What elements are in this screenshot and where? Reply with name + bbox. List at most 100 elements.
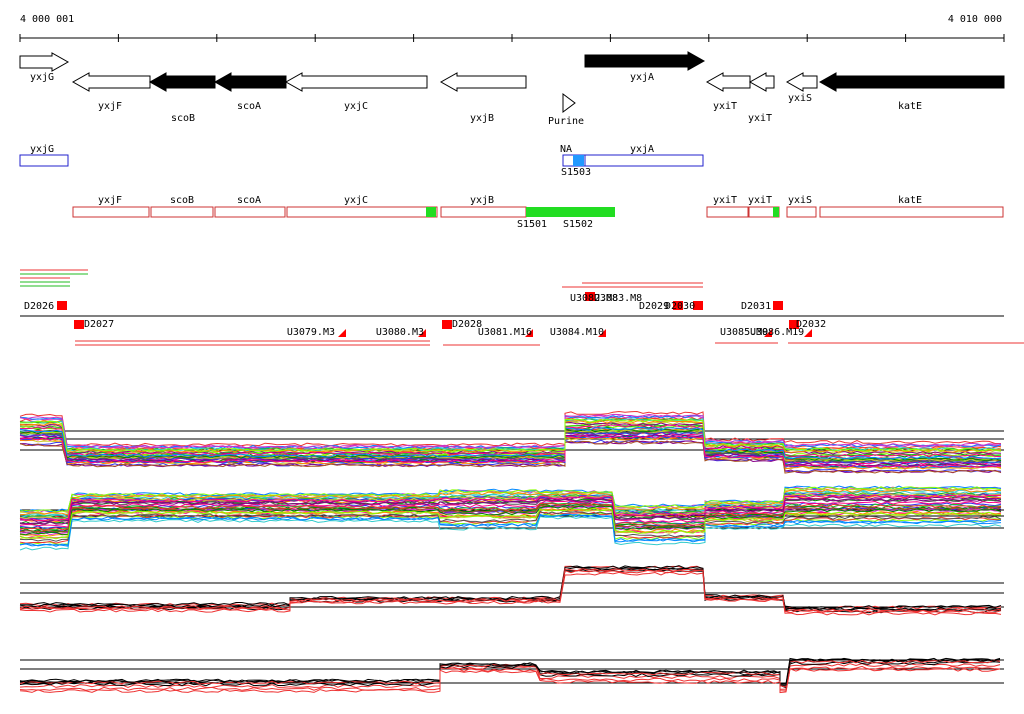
breakpoint: [693, 301, 703, 310]
label: katE: [898, 101, 922, 112]
label: S1502: [563, 219, 593, 230]
trace: [20, 418, 1002, 452]
label: U3085.M9: [720, 327, 768, 338]
label: scoA: [237, 101, 261, 112]
trace: [19, 502, 1002, 531]
label: yxiT: [748, 113, 772, 124]
label: yxjF: [98, 195, 122, 206]
label: scoA: [237, 195, 261, 206]
trace: [19, 505, 1002, 536]
trace: [19, 490, 1002, 518]
label: U3083.M8: [594, 293, 642, 304]
label: U3080.M3: [376, 327, 424, 338]
label: yxjF: [98, 101, 122, 112]
trace: [19, 667, 1001, 694]
trace: [19, 440, 1002, 474]
trace: [19, 569, 1002, 614]
gene-arrow: [584, 51, 706, 71]
transcript: [19, 154, 69, 167]
gene-arrow: [148, 72, 216, 92]
feature-box: [286, 206, 438, 218]
trace: [19, 504, 1002, 534]
transcript: [584, 154, 704, 167]
breakpoint: [773, 301, 783, 310]
label: D2031: [741, 301, 771, 312]
feature-fill: [426, 207, 436, 217]
label: yxjB: [470, 195, 494, 206]
label: S1501: [517, 219, 547, 230]
label: scoB: [171, 113, 195, 124]
feature-box: [786, 206, 817, 218]
breakpoint: [57, 301, 67, 310]
feature-box: [706, 206, 749, 218]
label: D2029: [639, 301, 669, 312]
promoter: [562, 93, 576, 113]
trace: [19, 428, 1002, 462]
label: yxiT: [748, 195, 772, 206]
gene-arrow: [284, 72, 428, 92]
feature-box: [214, 206, 286, 218]
label: 4 010 000: [948, 14, 1002, 25]
gene-arrow: [71, 72, 151, 92]
trace: [19, 516, 1002, 551]
label: U3081.M16: [478, 327, 532, 338]
label: yxjC: [344, 101, 368, 112]
transcript-fill: [573, 155, 584, 166]
feature-box: [819, 206, 1004, 218]
label: yxiT: [713, 101, 737, 112]
trace: [19, 657, 1001, 686]
label: U3086.M19: [750, 327, 804, 338]
label: yxjC: [344, 195, 368, 206]
trace: [19, 502, 1002, 531]
segment-end: [804, 329, 812, 337]
trace: [19, 426, 1002, 460]
trace: [19, 486, 1002, 513]
label: S1503: [561, 167, 591, 178]
label: D2032: [796, 319, 826, 330]
trace: [19, 565, 1002, 609]
trace: [19, 659, 1001, 687]
trace: [19, 514, 1002, 547]
trace: [19, 568, 1002, 613]
gene-arrow: [439, 72, 527, 92]
feature-fill: [526, 207, 615, 217]
trace: [19, 500, 1002, 528]
label: D2026: [24, 301, 54, 312]
breakpoint: [585, 292, 595, 301]
feature-box: [72, 206, 150, 218]
label: U3079.M3: [287, 327, 335, 338]
label: yxjB: [470, 113, 494, 124]
label: scoB: [170, 195, 194, 206]
label: D2028: [452, 319, 482, 330]
label: yxjG: [30, 144, 54, 155]
breakpoint: [442, 320, 452, 329]
breakpoint: [673, 301, 683, 310]
trace: [19, 565, 1002, 610]
breakpoint: [74, 320, 84, 329]
trace: [19, 665, 1001, 692]
trace: [19, 435, 1002, 468]
label: U3082.M8: [570, 293, 618, 304]
label: 4 000 001: [20, 14, 74, 25]
gene-arrow: [818, 72, 1005, 92]
trace: [19, 420, 1002, 453]
label: U3084.M10: [550, 327, 604, 338]
trace: [19, 494, 1002, 522]
breakpoint: [789, 320, 799, 329]
gene-arrow: [19, 52, 70, 72]
label: NA: [560, 144, 572, 155]
label: katE: [898, 195, 922, 206]
trace: [19, 410, 1001, 447]
trace: [19, 423, 1002, 457]
feature-fill: [773, 207, 779, 217]
trace: [19, 429, 1002, 463]
segment-end: [338, 329, 346, 337]
label: yxjG: [30, 72, 54, 83]
trace: [19, 424, 1002, 458]
label: yxjA: [630, 144, 654, 155]
label: Purine: [548, 116, 584, 127]
label: yxiS: [788, 195, 812, 206]
segment-end: [764, 329, 772, 337]
segment-end: [418, 329, 426, 337]
